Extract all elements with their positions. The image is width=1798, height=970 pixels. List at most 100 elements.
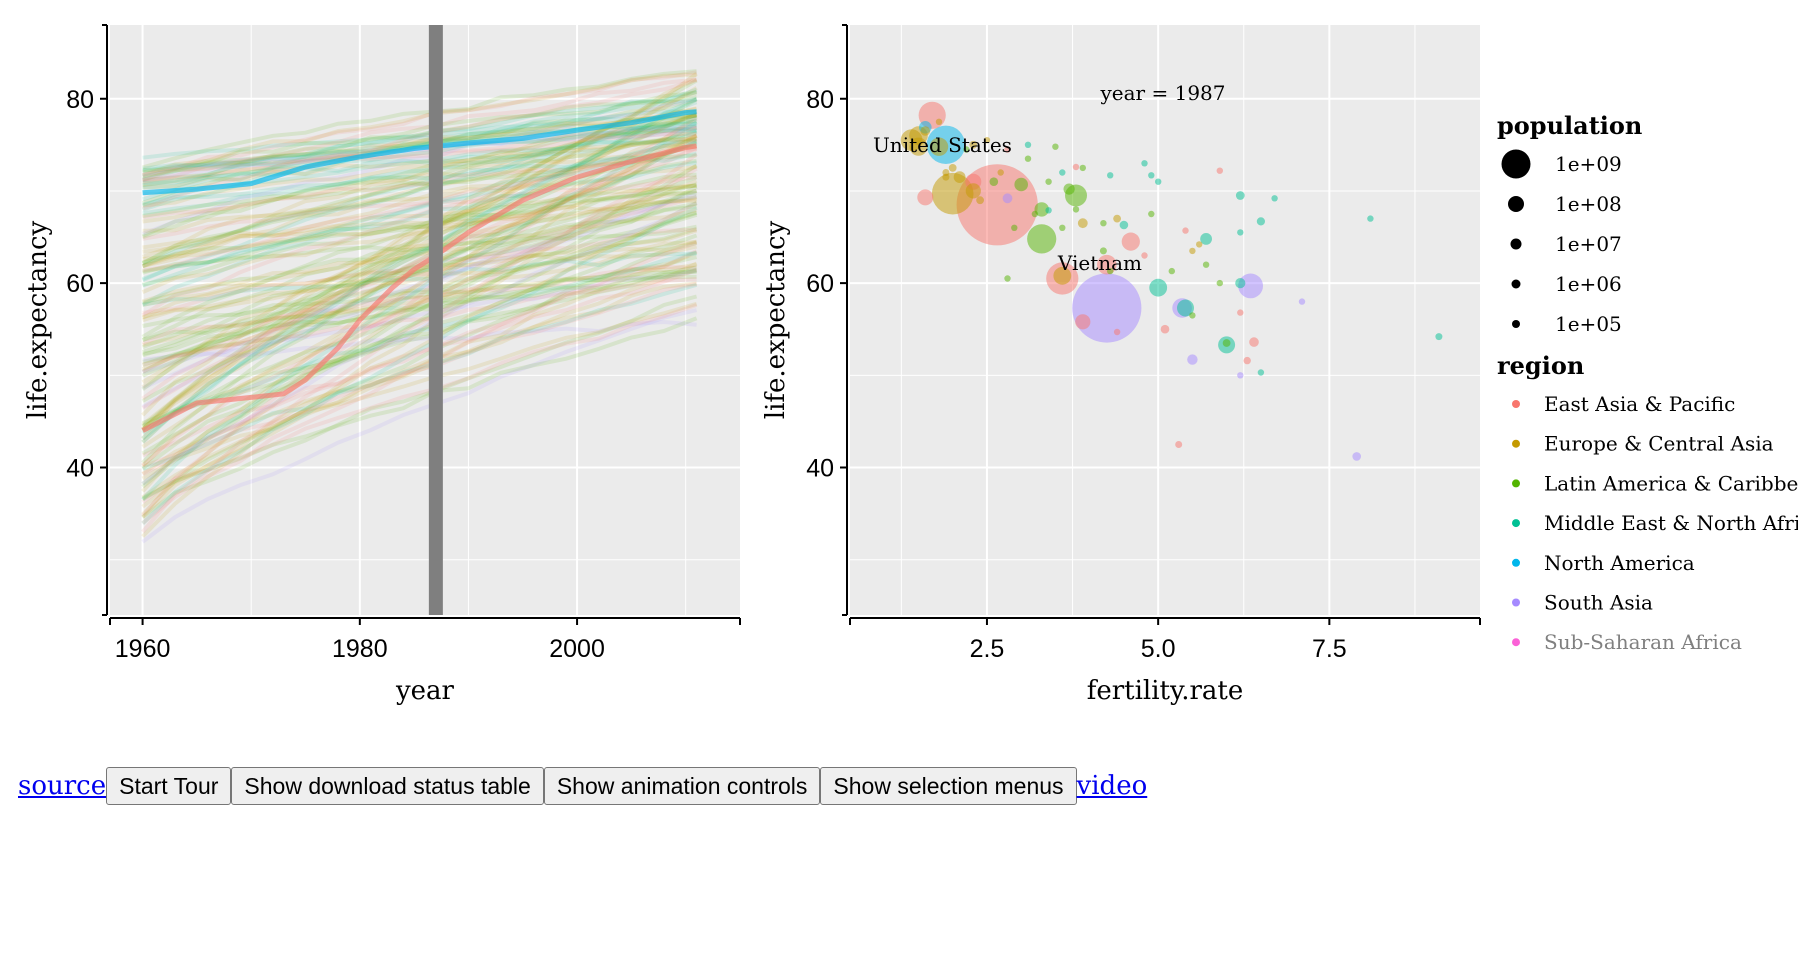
region-legend-label[interactable]: Sub-Saharan Africa [1544,630,1742,654]
scatter-point[interactable] [1059,224,1066,231]
region-legend-label[interactable]: Middle East & North Africa [1544,511,1798,535]
scatter-point[interactable] [1014,177,1028,192]
scatter-point[interactable] [1257,369,1265,376]
scatter-point[interactable] [1107,267,1114,275]
region-legend-label[interactable]: South Asia [1544,591,1653,615]
scatter-point[interactable] [1031,210,1039,218]
scatter-point[interactable] [976,196,984,205]
region-legend-key[interactable] [1512,519,1520,528]
animation-controls-button[interactable]: Show animation controls [543,767,821,805]
region-legend-label[interactable]: North America [1544,551,1695,575]
scatter-point[interactable] [1367,215,1374,222]
region-legend-key[interactable] [1512,479,1520,488]
scatter-point[interactable] [1107,172,1114,179]
video-link[interactable]: video [1076,771,1148,801]
region-legend-key[interactable] [1512,638,1520,647]
region-legend-label[interactable]: East Asia & Pacific [1544,392,1735,416]
scatter-point[interactable] [909,137,928,156]
scatter-point[interactable] [1235,191,1245,200]
scatter-point[interactable] [1235,278,1246,289]
highlighted-series-line[interactable] [141,143,698,433]
scatter-point[interactable] [1075,314,1091,330]
scatter-point[interactable] [1072,206,1080,213]
scatter-point[interactable] [1002,193,1013,204]
scatter-point[interactable] [1196,241,1203,248]
scatter-point[interactable] [1271,195,1278,202]
scatter-point[interactable] [1027,224,1057,254]
scatter-point[interactable] [1077,218,1088,229]
scatter-point[interactable] [1045,178,1052,185]
scatter-point[interactable] [1168,267,1176,275]
scatter-point[interactable] [931,172,974,215]
scatter-point[interactable] [1141,160,1148,167]
scatter-point[interactable] [1155,178,1162,185]
scatter-point[interactable] [1149,278,1168,297]
scatter-point[interactable] [1237,309,1244,316]
scatter-point[interactable] [1237,372,1244,379]
scatter-point[interactable] [1175,441,1183,448]
scatter-point[interactable] [1256,217,1265,226]
download-status-button[interactable]: Show download status table [231,767,544,805]
region-legend-label[interactable]: Europe & Central Asia [1544,432,1774,456]
selected-year-bar[interactable] [428,25,443,615]
scatter-point[interactable] [983,137,991,144]
scatter-point[interactable] [1216,167,1224,174]
scatter-point[interactable] [969,140,978,149]
start-tour-button[interactable]: Start Tour [106,767,232,805]
scatter-point[interactable] [1072,163,1080,171]
scatter-point[interactable] [1113,214,1121,223]
region-legend-key[interactable] [1512,598,1520,607]
scatter-point[interactable] [1099,247,1107,255]
scatter-point[interactable] [1435,333,1443,341]
scatter-point[interactable] [953,171,966,184]
scatter-point[interactable] [997,169,1004,176]
scatter-point[interactable] [1352,452,1361,461]
scatter-point[interactable] [1187,354,1198,365]
scatter-point[interactable] [942,169,950,176]
region-legend-key[interactable] [1512,400,1520,408]
scatter-point[interactable] [1004,146,1011,153]
scatter-point[interactable] [1052,143,1059,150]
scatter-point[interactable] [1189,247,1196,255]
scatter-point[interactable] [917,189,934,206]
scatter-point[interactable] [1141,252,1148,259]
scatter-point[interactable] [1053,266,1072,285]
scatter-point[interactable] [1063,183,1075,195]
scatter-point[interactable] [1024,155,1032,162]
scatter-point[interactable] [1177,299,1194,317]
scatter-point[interactable] [1202,261,1210,268]
selection-menus-button[interactable]: Show selection menus [820,767,1077,805]
region-legend-key[interactable] [1512,558,1520,567]
scatter-point[interactable] [989,177,999,186]
scatter-point[interactable] [1119,220,1129,230]
scatter-points[interactable] [900,101,1443,461]
scatter-point[interactable] [1059,169,1066,176]
scatter-point[interactable] [1148,210,1155,218]
scatter-point[interactable] [1004,275,1011,282]
scatter-point[interactable] [1249,337,1259,347]
source-link[interactable]: source [18,771,107,801]
scatter-point[interactable] [1072,273,1142,343]
scatter-point[interactable] [965,183,981,199]
scatter-point[interactable] [1100,220,1107,227]
scatter-point[interactable] [1189,312,1196,319]
scatter-point[interactable] [929,137,949,156]
scatter-point[interactable] [1216,279,1224,287]
region-legend-label[interactable]: Latin America & Caribbean [1544,471,1798,495]
scatter-point[interactable] [1243,356,1251,365]
scatter-point[interactable] [935,118,943,126]
scatter-point[interactable] [1237,229,1244,236]
scatter-point[interactable] [1079,164,1087,172]
scatter-point[interactable] [1298,298,1306,305]
scatter-point[interactable] [1045,207,1052,214]
scatter-point[interactable] [920,126,931,136]
scatter-point[interactable] [1011,224,1018,231]
scatter-point[interactable] [963,146,970,153]
scatter-point[interactable] [1034,202,1049,217]
scatter-point[interactable] [1121,232,1140,251]
scatter-point[interactable] [1160,324,1170,334]
region-legend-key[interactable] [1512,439,1520,448]
scatter-point[interactable] [1238,273,1263,299]
scatter-point[interactable] [1200,233,1212,245]
scatter-point[interactable] [1024,141,1032,148]
